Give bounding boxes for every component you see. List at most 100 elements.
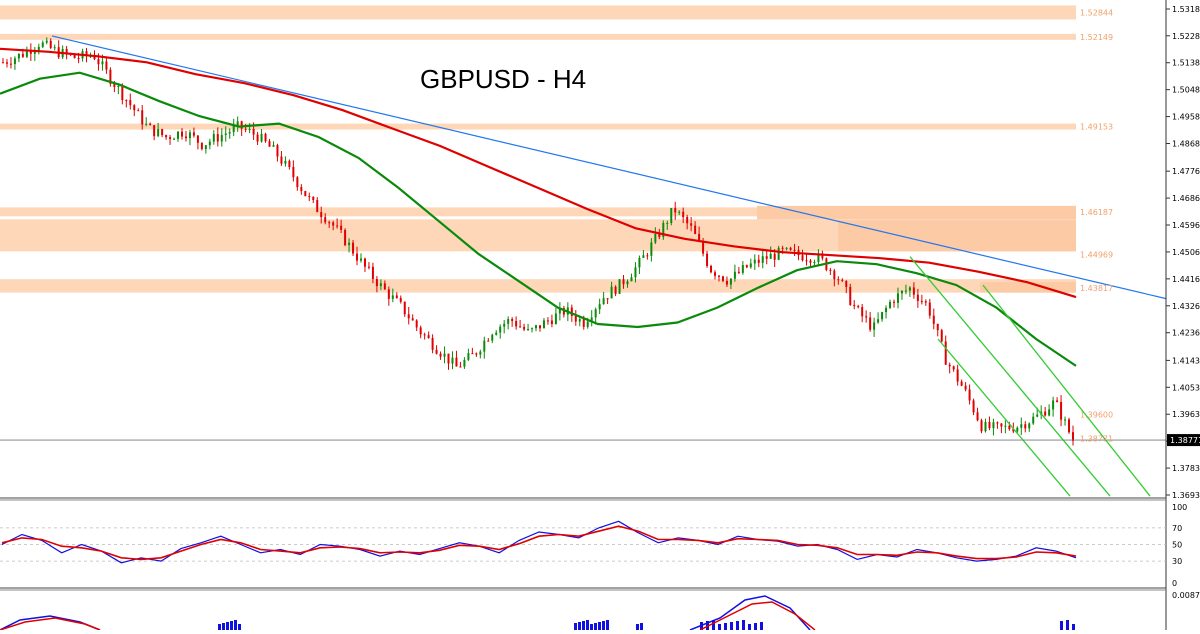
candle-body [284,160,287,164]
macd-histogram-bar [234,620,237,630]
candle-body [37,46,40,51]
candle-body [638,257,641,268]
candle-body [117,86,120,88]
candle-body [773,253,776,260]
macd-histogram-bar [574,623,577,630]
candle-body [670,208,673,223]
candle-body [153,125,156,137]
candle-body [678,211,681,213]
candle-body [21,53,24,57]
candle-body [256,134,259,142]
macd-line-red [699,601,816,631]
candle-body [121,86,124,101]
candle-body [455,357,458,367]
macd-histogram-bar [582,621,585,630]
zone-band [0,123,1076,130]
candle-body [861,307,864,317]
y-tick-label: 1.47760 [1172,167,1200,176]
candle-body [383,283,386,290]
y-tick-label: 1.42360 [1172,329,1200,338]
osc-tick-label: 70 [1172,524,1182,533]
candle-body [674,208,677,213]
candle-body [415,320,418,328]
candle-body [1016,427,1019,432]
candle-body [1000,423,1003,427]
candle-body [1052,400,1055,410]
macd-histogram-bar [598,622,601,630]
candle-body [523,326,526,330]
candle-body [499,326,502,333]
candle-body [626,281,629,285]
candle-body [908,287,911,291]
candle-body [944,341,947,365]
candle-body [467,353,470,360]
candle-body [367,266,370,268]
candle-body [952,366,955,370]
candle-body [391,295,394,299]
candle-body [141,110,144,125]
osc-tick-label: 50 [1172,541,1182,550]
candle-body [769,253,772,259]
candle-body [1060,401,1063,420]
candle-body [610,286,613,299]
macd-histogram-bar [1060,621,1063,630]
candle-body [562,308,565,315]
candle-body [419,327,422,335]
candle-body [841,279,844,281]
candle-body [932,315,935,324]
macd-histogram-bar [594,623,597,630]
candle-body [451,357,454,364]
macd-histogram-bar [578,622,581,630]
candle-body [348,242,351,246]
candle-body [586,321,589,327]
candle-body [928,302,931,316]
candle-body [101,61,104,65]
candle-body [515,320,518,327]
osc-tick-label: 0 [1172,579,1177,588]
candle-body [97,59,100,65]
candle-body [984,421,987,432]
candle-body [1044,411,1047,416]
candle-body [248,128,251,130]
candle-body [113,83,116,88]
candle-body [1004,425,1007,427]
candle-body [459,366,462,368]
macd-histogram-bar [226,622,229,630]
candle-body [1028,423,1031,429]
macd-histogram-bar [222,623,225,630]
candle-body [980,420,983,432]
candle-body [288,160,291,168]
zone-label: 1.49153 [1080,123,1113,132]
candle-body [173,138,176,140]
candle-body [1024,424,1027,429]
macd-histogram-bar [636,624,639,630]
candle-body [881,312,884,320]
candle-body [849,286,852,305]
moving-average-red [0,47,1077,299]
zone-label: 1.39600 [1080,411,1113,420]
candle-body [236,121,239,126]
zone-band [0,207,1076,217]
candle-body [276,145,279,157]
channel-line [937,338,1071,497]
candle-body [169,137,172,140]
y-tick-label: 1.41435 [1172,356,1200,365]
macd-histogram-bar [712,620,715,630]
candle-body [717,275,720,277]
candle-body [435,349,438,354]
candle-body [1032,416,1035,424]
candle-body [924,301,927,303]
candle-body [165,135,168,138]
candle-body [212,134,215,142]
candle-body [1068,419,1071,433]
candle-body [936,323,939,331]
candle-body [324,217,327,223]
candle-body [558,308,561,314]
candle-body [320,212,323,218]
y-tick-label: 1.40535 [1172,383,1200,392]
candle-body [204,145,207,150]
candle-body [503,323,506,327]
